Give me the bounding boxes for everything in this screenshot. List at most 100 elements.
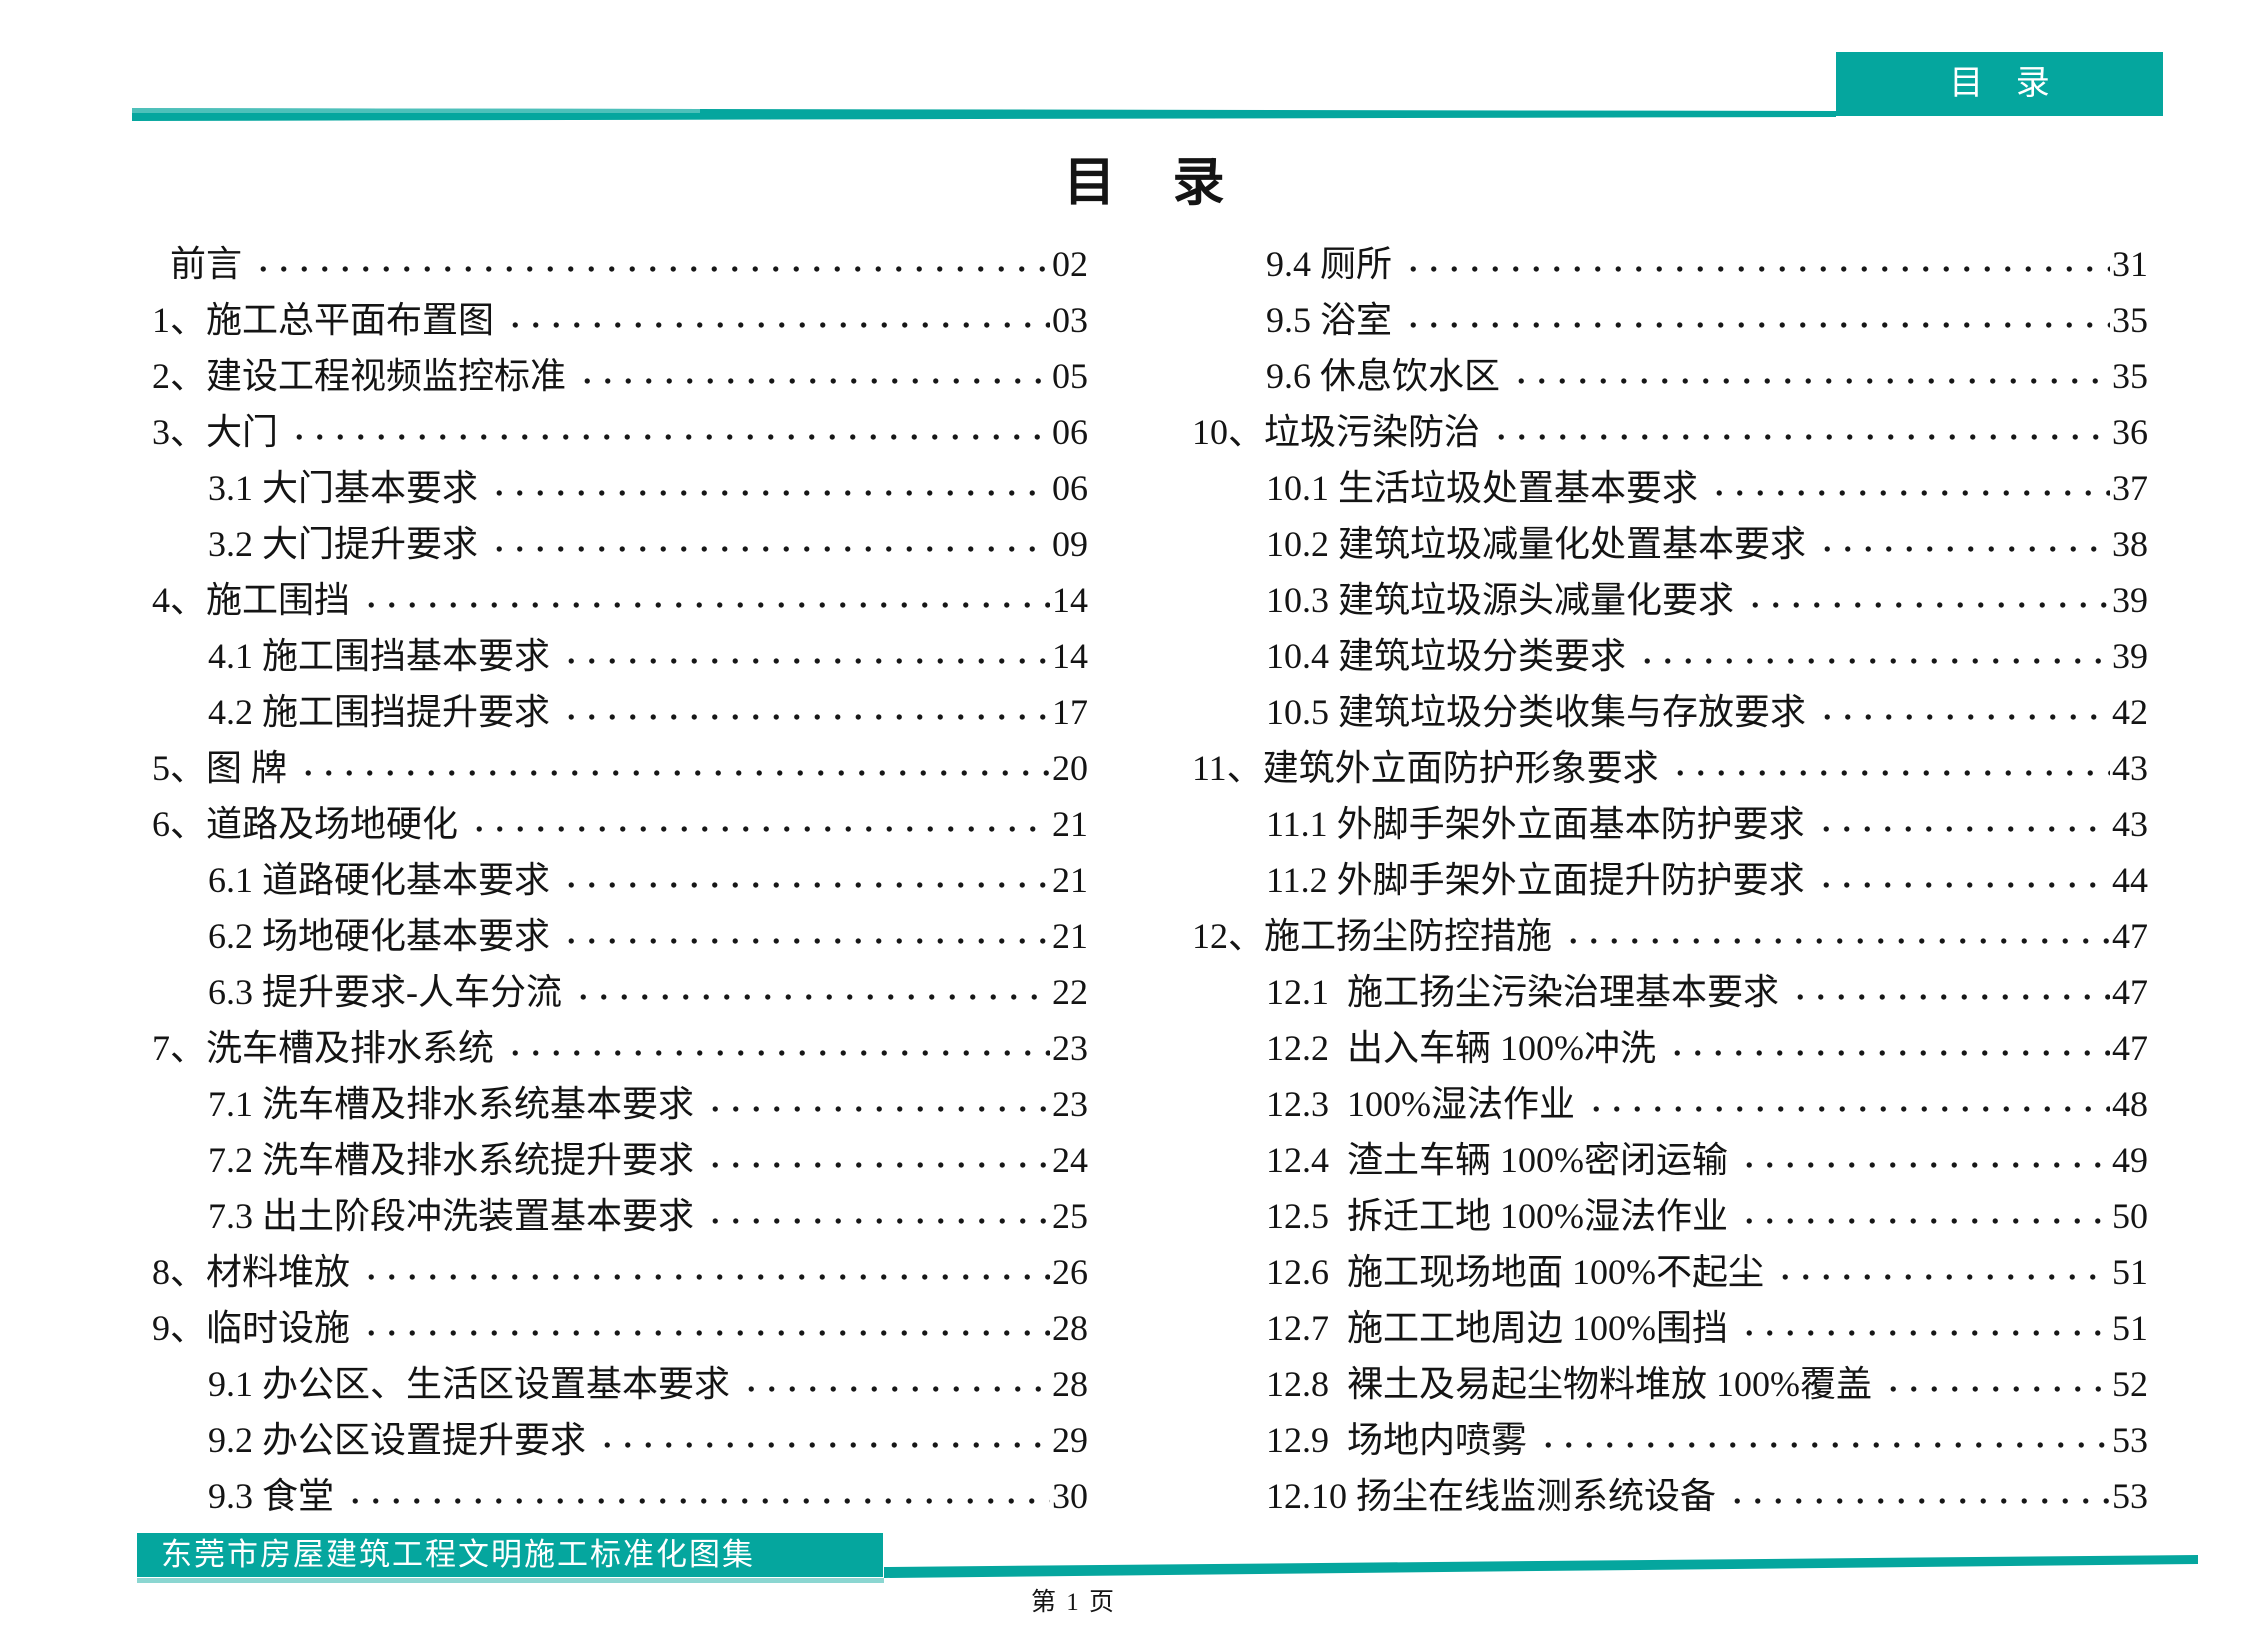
toc-entry-page: 53 (2112, 1476, 2148, 1516)
toc-entry-label: 12、施工扬尘防控措施 (1192, 916, 1553, 956)
toc-entry: 12.1 施工扬尘污染治理基本要求 47 (1192, 964, 2148, 1020)
toc-entry-label: 6、道路及场地硬化 (152, 804, 459, 844)
toc-dot-leader (554, 852, 1050, 908)
toc-dot-leader (1396, 292, 2110, 348)
footer-banner-label: 东莞市房屋建筑工程文明施工标准化图集 (161, 1537, 755, 1572)
toc-entry: 11、建筑外立面防护形象要求 43 (1192, 740, 2148, 796)
toc-entry-page: 21 (1052, 804, 1088, 844)
toc-entry-page: 51 (2112, 1308, 2148, 1348)
toc-entry-label: 10、垃圾污染防治 (1192, 412, 1481, 452)
toc-entry-page: 25 (1052, 1196, 1088, 1236)
toc-entry-label: 10.2 建筑垃圾减量化处置基本要求 (1266, 524, 1807, 564)
toc-entry-page: 06 (1052, 412, 1088, 452)
toc-dot-leader (482, 460, 1050, 516)
toc-entry-page: 53 (2112, 1420, 2148, 1460)
toc-entry: 9.6 休息饮水区 35 (1192, 348, 2148, 404)
toc-dot-leader (554, 908, 1050, 964)
toc-entry-label: 2、建设工程视频监控标准 (152, 356, 567, 396)
toc-dot-leader (354, 1244, 1050, 1300)
toc-dot-leader (570, 348, 1050, 404)
toc-entry: 3.1 大门基本要求 06 (130, 460, 1088, 516)
toc-dot-leader (1768, 1244, 2110, 1300)
toc-entry-label: 1、施工总平面布置图 (152, 300, 495, 340)
toc-dot-leader (482, 516, 1050, 572)
toc-entry: 12.5 拆迁工地 100%湿法作业 50 (1192, 1188, 2148, 1244)
toc-entry-label: 9.5 浴室 (1266, 300, 1393, 340)
toc-entry-label: 9.6 休息饮水区 (1266, 356, 1501, 396)
toc-dot-leader (734, 1356, 1050, 1412)
corner-tab-label: 目 录 (1949, 65, 2050, 102)
toc-entry-page: 03 (1052, 300, 1088, 340)
toc-entry-page: 22 (1052, 972, 1088, 1012)
toc-entry-label: 12.9 场地内喷雾 (1266, 1420, 1528, 1460)
toc-entry-label: 7.2 洗车槽及排水系统提升要求 (208, 1140, 695, 1180)
toc-entry: 12.6 施工现场地面 100%不起尘 51 (1192, 1244, 2148, 1300)
toc-dot-leader (498, 1020, 1050, 1076)
toc-entry-page: 47 (2112, 1028, 2148, 1068)
toc-dot-leader (282, 404, 1050, 460)
header-rule-line (132, 108, 1836, 121)
toc-entry: 6.2 场地硬化基本要求 21 (130, 908, 1088, 964)
toc-entry-page: 31 (2112, 244, 2148, 284)
toc-entry: 11.2 外脚手架外立面提升防护要求 44 (1192, 852, 2148, 908)
toc-entry-label: 6.3 提升要求-人车分流 (208, 972, 562, 1012)
toc-entry: 3.2 大门提升要求 09 (130, 516, 1088, 572)
toc-dot-leader (1579, 1076, 2110, 1132)
toc-entry-page: 36 (2112, 412, 2148, 452)
toc-dot-leader (1662, 740, 2110, 796)
toc-dot-leader (698, 1188, 1050, 1244)
footer-banner-underline (137, 1578, 884, 1583)
toc-entry: 12.9 场地内喷雾 53 (1192, 1412, 2148, 1468)
toc-entry-page: 20 (1052, 748, 1088, 788)
toc-entry: 9.3 食堂 30 (130, 1468, 1088, 1524)
toc-entry-label: 12.2 出入车辆 100%冲洗 (1266, 1028, 1656, 1068)
toc-entry-page: 49 (2112, 1140, 2148, 1180)
toc-entry-label: 10.1 生活垃圾处置基本要求 (1266, 468, 1699, 508)
toc-dot-leader (291, 740, 1050, 796)
toc-entry: 10.3 建筑垃圾源头减量化要求 39 (1192, 572, 2148, 628)
toc-entry: 2、建设工程视频监控标准 05 (130, 348, 1088, 404)
toc-entry: 7、洗车槽及排水系统 23 (130, 1020, 1088, 1076)
toc-entry-page: 05 (1052, 356, 1088, 396)
toc-dot-leader (1702, 460, 2110, 516)
toc-entry-label: 7.1 洗车槽及排水系统基本要求 (208, 1084, 695, 1124)
toc-entry-label: 9.3 食堂 (208, 1476, 335, 1516)
toc-entry: 9.2 办公区设置提升要求 29 (130, 1412, 1088, 1468)
toc-entry: 7.1 洗车槽及排水系统基本要求 23 (130, 1076, 1088, 1132)
page-title: 目 录 (1063, 155, 1225, 212)
toc-column-left: 前言 02 1、施工总平面布置图 03 2、建设工程视频监控标准 05 3、大门… (130, 236, 1088, 1524)
toc-entry: 3、大门 06 (130, 404, 1088, 460)
corner-tab: 目 录 (1836, 52, 2163, 116)
toc-entry-label: 前言 (170, 244, 243, 284)
toc-entry-label: 11、建筑外立面防护形象要求 (1192, 748, 1659, 788)
toc-entry-label: 9.1 办公区、生活区设置基本要求 (208, 1364, 731, 1404)
toc-entry-page: 44 (2112, 860, 2148, 900)
toc-column-right: 9.4 厕所 31 9.5 浴室 35 9.6 休息饮水区 35 10、垃圾污染… (1192, 236, 2148, 1524)
toc-entry: 9.1 办公区、生活区设置基本要求 28 (130, 1356, 1088, 1412)
toc-entry-page: 51 (2112, 1252, 2148, 1292)
toc-entry: 10、垃圾污染防治 36 (1192, 404, 2148, 460)
toc-entry: 7.2 洗车槽及排水系统提升要求 24 (130, 1132, 1088, 1188)
toc-entry-page: 23 (1052, 1084, 1088, 1124)
toc-entry-label: 10.4 建筑垃圾分类要求 (1266, 636, 1627, 676)
toc-dot-leader (1630, 628, 2110, 684)
toc-dot-leader (338, 1468, 1050, 1524)
toc-dot-leader (566, 964, 1050, 1020)
toc-entry-page: 28 (1052, 1364, 1088, 1404)
toc-dot-leader (1720, 1468, 2110, 1524)
toc-dot-leader (354, 1300, 1050, 1356)
toc-dot-leader (1660, 1020, 2110, 1076)
toc-dot-leader (1808, 796, 2110, 852)
toc-entry: 8、材料堆放 26 (130, 1244, 1088, 1300)
toc-entry: 9.4 厕所 31 (1192, 236, 2148, 292)
toc-entry: 5、图 牌 20 (130, 740, 1088, 796)
toc-entry: 4、施工围挡 14 (130, 572, 1088, 628)
toc-entry-label: 6.1 道路硬化基本要求 (208, 860, 551, 900)
toc-entry: 4.1 施工围挡基本要求 14 (130, 628, 1088, 684)
toc-entry: 12.10 扬尘在线监测系统设备 53 (1192, 1468, 2148, 1524)
toc-entry-page: 14 (1052, 580, 1088, 620)
toc-entry: 前言 02 (130, 236, 1088, 292)
toc-entry: 11.1 外脚手架外立面基本防护要求 43 (1192, 796, 2148, 852)
header-rule-highlight (132, 108, 700, 113)
